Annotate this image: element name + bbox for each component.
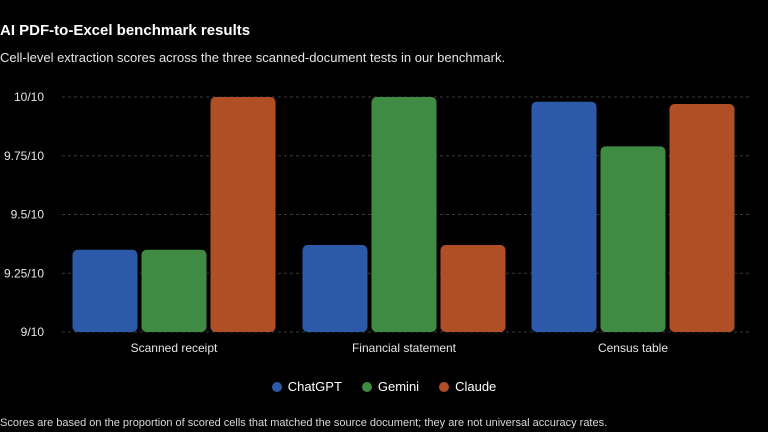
- legend-label-chatgpt: ChatGPT: [287, 379, 342, 394]
- y-tick-label: 9.25/10: [4, 266, 44, 280]
- chart-title: AI PDF-to-Excel benchmark results: [0, 22, 251, 39]
- legend-item-chatgpt[interactable]: ChatGPT: [271, 379, 342, 394]
- y-tick-label: 9/10: [21, 325, 45, 339]
- x-tick-label: Scanned receipt: [131, 341, 218, 355]
- legend-item-gemini[interactable]: Gemini: [361, 379, 420, 394]
- chart-subtitle: Cell-level extraction scores across the …: [0, 50, 506, 65]
- bar-claude: [210, 97, 276, 332]
- legend-swatch-chatgpt: [271, 381, 282, 392]
- footnote: Scores are based on the proportion of sc…: [0, 417, 608, 429]
- legend-label-claude: Claude: [455, 379, 497, 394]
- y-tick-label: 9.75/10: [4, 149, 44, 163]
- legend-swatch-claude: [439, 381, 450, 392]
- bar-claude: [440, 245, 506, 332]
- bar-gemini: [371, 97, 437, 332]
- bar-chatgpt: [72, 249, 138, 332]
- bar-gemini: [600, 146, 666, 332]
- x-tick-label: Financial statement: [352, 341, 457, 355]
- bar-chatgpt: [531, 101, 597, 332]
- bar-gemini: [141, 249, 207, 332]
- x-tick-label: Census table: [598, 341, 668, 355]
- legend-item-claude[interactable]: Claude: [439, 379, 496, 394]
- bar-claude: [669, 104, 735, 332]
- legend-swatch-gemini: [361, 381, 372, 392]
- bar-chart: 9/10 9.25/10 9.5/10 9.75/10 10/10 Scanned rec…: [4, 90, 750, 355]
- legend: ChatGPT Gemini Claude: [0, 379, 768, 394]
- legend-label-gemini: Gemini: [377, 379, 420, 394]
- y-tick-label: 9.5/10: [11, 208, 45, 222]
- y-tick-label: 10/10: [14, 90, 44, 104]
- bar-chatgpt: [302, 245, 368, 332]
